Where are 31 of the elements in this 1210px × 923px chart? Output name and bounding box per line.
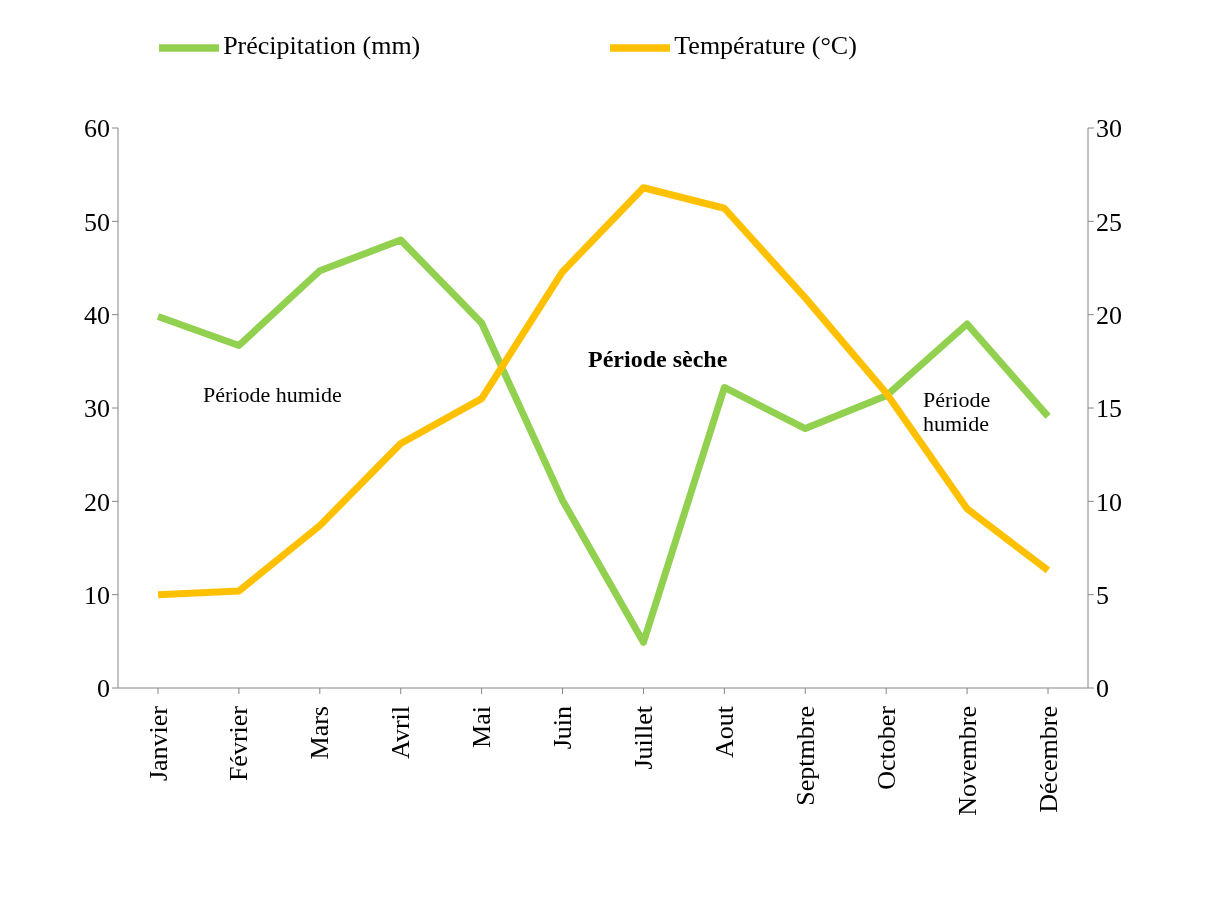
- y2-tick-label: 30: [1096, 114, 1122, 144]
- annotation: Période humide: [203, 382, 343, 408]
- y-tick-label: 20: [84, 487, 110, 517]
- x-tick-label: Janvier: [143, 705, 173, 782]
- x-tick-label: Aout: [709, 705, 739, 758]
- y-tick-label: 60: [84, 114, 110, 144]
- y2-tick-label: 0: [1096, 674, 1109, 704]
- x-tick-label: Avril: [386, 706, 416, 759]
- y2-tick-label: 15: [1096, 394, 1122, 424]
- x-tick-label: Novembre: [952, 706, 982, 816]
- y2-tick-label: 10: [1096, 487, 1122, 517]
- x-tick-label: Juillet: [628, 705, 658, 770]
- x-tick-label: Juin: [548, 706, 578, 750]
- y2-tick-label: 5: [1096, 580, 1109, 610]
- legend-label: Précipitation (mm): [223, 30, 421, 60]
- x-tick-label: Décembre: [1033, 706, 1063, 813]
- y-tick-label: 30: [84, 394, 110, 424]
- x-tick-label: Mars: [305, 706, 335, 760]
- y2-tick-label: 20: [1096, 300, 1122, 330]
- x-tick-label: October: [871, 705, 901, 790]
- x-tick-label: Septmbre: [790, 706, 820, 806]
- y2-tick-label: 25: [1096, 207, 1122, 237]
- x-tick-label: Mai: [467, 706, 497, 748]
- y-tick-label: 10: [84, 580, 110, 610]
- annotation: Période sèche: [588, 346, 729, 373]
- x-tick-label: Février: [224, 705, 254, 782]
- y-tick-label: 40: [84, 300, 110, 330]
- y-tick-label: 0: [97, 674, 110, 704]
- legend-label: Température (°C): [674, 30, 857, 60]
- y-tick-label: 50: [84, 207, 110, 237]
- annotation: Période humide: [923, 387, 992, 437]
